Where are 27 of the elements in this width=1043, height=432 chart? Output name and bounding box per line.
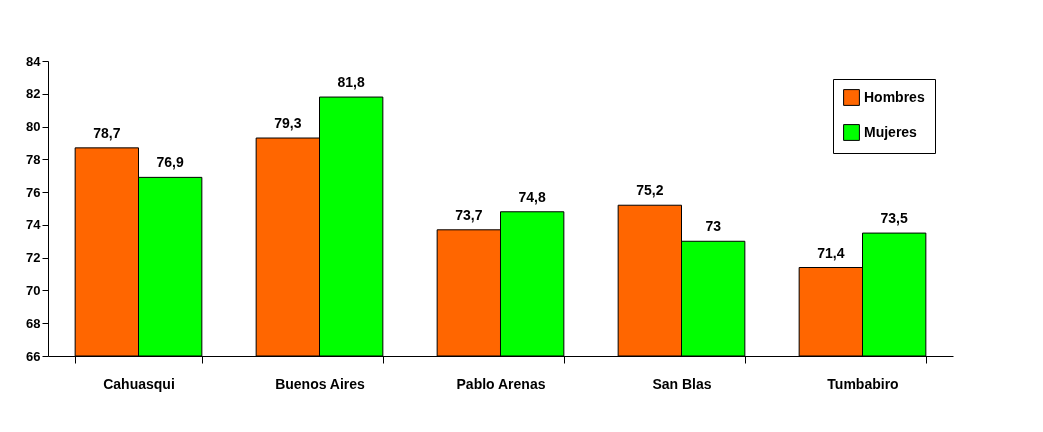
y-tick-label: 80 — [26, 119, 41, 135]
y-tick-label: 76 — [26, 184, 41, 200]
data-label: 76,9 — [156, 154, 185, 171]
legend-label: Mujeres — [864, 123, 918, 140]
data-label: 78,7 — [93, 124, 121, 141]
y-tick-label: 72 — [26, 250, 41, 266]
y-tick-label: 74 — [26, 217, 42, 233]
data-label: 73,7 — [455, 206, 483, 223]
y-tick-label: 70 — [26, 282, 41, 298]
legend-label: Hombres — [864, 88, 925, 105]
data-label: 73,5 — [880, 210, 909, 227]
y-tick-label: 84 — [26, 53, 42, 69]
data-label: 75,2 — [636, 182, 664, 199]
data-label: 81,8 — [337, 74, 366, 91]
data-label: 74,8 — [518, 188, 547, 205]
y-tick-label: 78 — [26, 151, 41, 167]
x-tick-label: Pablo Arenas — [456, 375, 546, 392]
x-tick-label: San Blas — [652, 375, 712, 392]
y-tick-label: 82 — [26, 86, 41, 102]
x-tick-label: Buenos Aires — [275, 375, 366, 392]
data-label: 71,4 — [817, 244, 845, 261]
data-label: 79,3 — [274, 115, 302, 132]
x-tick-label: Tumbabiro — [827, 375, 899, 392]
data-label: 73 — [705, 218, 722, 235]
y-tick-label: 68 — [26, 315, 41, 331]
y-tick-label: 66 — [26, 348, 41, 364]
x-tick-label: Cahuasqui — [103, 375, 175, 392]
